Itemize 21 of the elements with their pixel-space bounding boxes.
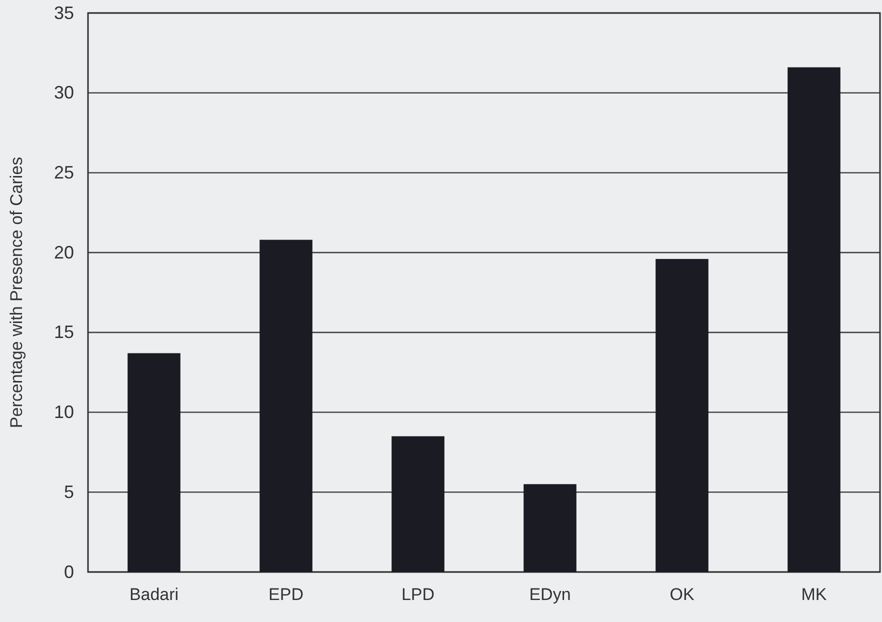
bar bbox=[788, 67, 840, 572]
y-tick-label: 25 bbox=[54, 162, 74, 182]
y-axis-title: Percentage with Presence of Caries bbox=[7, 156, 26, 428]
bar bbox=[656, 258, 708, 572]
y-tick-label: 10 bbox=[54, 402, 74, 422]
bar bbox=[392, 436, 444, 572]
bar bbox=[128, 353, 180, 572]
y-tick-label: 5 bbox=[64, 482, 74, 502]
x-tick-label: LPD bbox=[401, 585, 435, 604]
x-tick-label: EPD bbox=[268, 585, 304, 604]
bar bbox=[524, 484, 576, 572]
x-tick-label: Badari bbox=[129, 585, 179, 604]
x-tick-label: MK bbox=[801, 585, 828, 604]
x-tick-label: EDyn bbox=[529, 585, 571, 604]
x-tick-label: OK bbox=[670, 585, 695, 604]
y-tick-label: 30 bbox=[54, 82, 74, 103]
y-tick-label: 0 bbox=[64, 562, 74, 582]
y-tick-label: 20 bbox=[54, 242, 74, 262]
y-tick-label: 15 bbox=[54, 322, 74, 342]
bar bbox=[260, 240, 312, 572]
y-tick-label: 35 bbox=[54, 2, 74, 23]
